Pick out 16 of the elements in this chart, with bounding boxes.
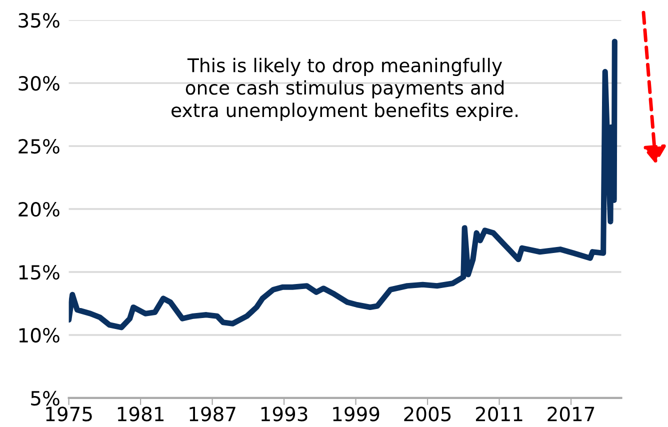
- y-tick-label: 25%: [18, 138, 60, 154]
- y-tick-label: 20%: [18, 202, 60, 217]
- x-tick-label: 1981: [118, 406, 164, 422]
- x-tick-label: 2005: [404, 406, 451, 422]
- x-tick-label: 1987: [190, 406, 236, 422]
- annotation: This is likely to drop meaningfully once cash stimulus payments and extra unemployment benefits expire.: [172, 58, 518, 121]
- y-tick-label: 30%: [18, 76, 60, 91]
- y-tick-label: 35%: [18, 13, 60, 28]
- y-tick-label: 15%: [19, 264, 60, 280]
- y-tick-label: 5%: [31, 390, 60, 406]
- x-tick-label: 2011: [476, 406, 522, 422]
- x-tick-label: 1975: [46, 406, 92, 422]
- x-tick-label: 1999: [333, 406, 380, 422]
- x-tick-label: 1993: [261, 406, 308, 422]
- x-tick-label: 2017: [548, 406, 594, 422]
- y-tick-label: 10%: [19, 328, 60, 343]
